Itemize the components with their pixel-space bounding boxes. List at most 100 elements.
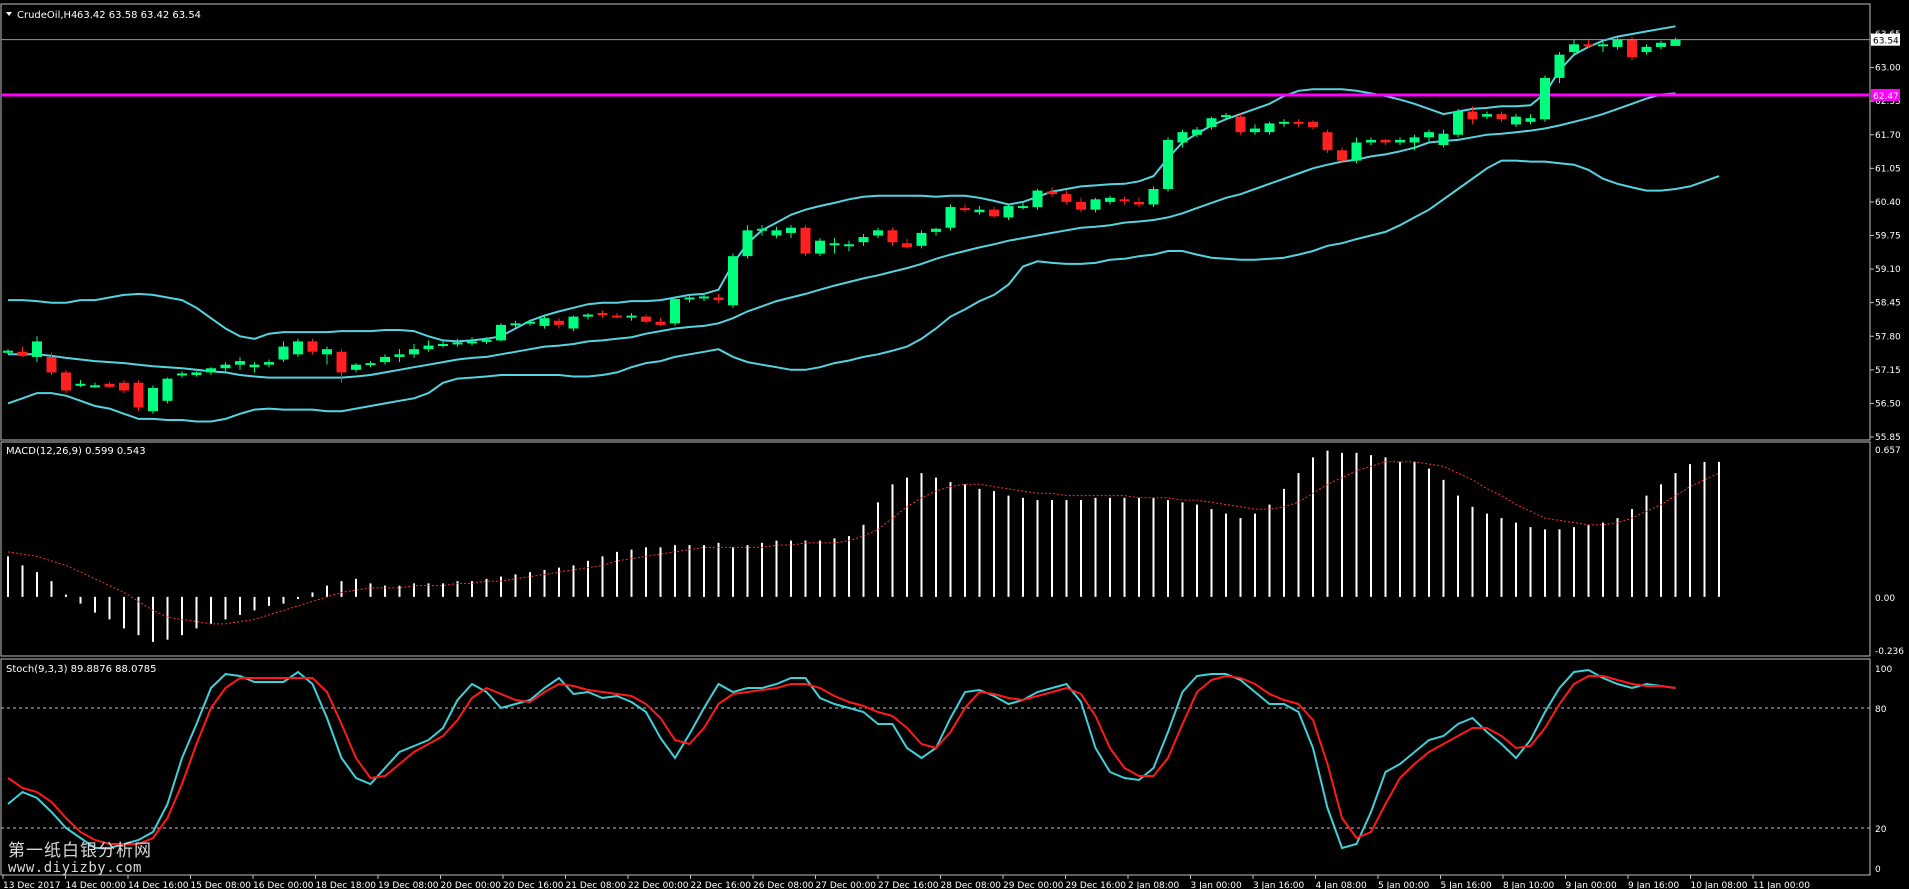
candle bbox=[119, 380, 129, 394]
candle-body bbox=[757, 228, 767, 231]
candle bbox=[539, 315, 550, 329]
candle bbox=[1438, 129, 1449, 148]
time-tick-label: 22 Dec 00:00 bbox=[628, 881, 689, 889]
candle bbox=[1351, 137, 1362, 164]
candle bbox=[612, 313, 622, 319]
time-tick-label: 14 Dec 16:00 bbox=[128, 881, 189, 889]
price-tick-label: 61.70 bbox=[1875, 131, 1901, 141]
candle-body bbox=[496, 324, 506, 341]
candle-body bbox=[510, 323, 521, 326]
candle-body bbox=[1569, 44, 1579, 53]
candle-body bbox=[1612, 39, 1623, 47]
candle-body bbox=[945, 207, 956, 228]
price-tick-label: 60.40 bbox=[1875, 198, 1901, 208]
candle bbox=[844, 240, 854, 251]
band-upper-line bbox=[8, 25, 1676, 343]
price-tick-label: 59.10 bbox=[1875, 265, 1901, 275]
candle-body bbox=[481, 339, 492, 342]
time-axis: 13 Dec 2017 14 Dec 00:00 14 Dec 16:00 15 De… bbox=[2, 875, 1810, 889]
candle bbox=[800, 225, 811, 257]
candle-body bbox=[133, 382, 144, 408]
candle-body bbox=[1554, 54, 1565, 78]
candle bbox=[1076, 197, 1086, 213]
candle-body bbox=[1641, 46, 1652, 53]
candle bbox=[162, 377, 173, 404]
candle bbox=[1134, 197, 1144, 208]
time-tick-label: 15 Dec 08:00 bbox=[191, 881, 252, 889]
candle bbox=[1380, 138, 1391, 146]
time-tick-label: 22 Dec 16:00 bbox=[691, 881, 752, 889]
candle-body bbox=[162, 378, 173, 401]
candle-body bbox=[612, 315, 622, 318]
candle-body bbox=[1337, 150, 1347, 161]
candle bbox=[1047, 187, 1057, 197]
candle bbox=[423, 340, 434, 352]
candle-body bbox=[394, 354, 405, 357]
candle bbox=[1395, 137, 1405, 146]
candle bbox=[670, 297, 680, 326]
candle-body bbox=[206, 368, 216, 373]
candle bbox=[481, 337, 492, 344]
price-tick-label: 57.15 bbox=[1875, 366, 1901, 376]
candle-body bbox=[1076, 201, 1086, 210]
candle-body bbox=[829, 243, 840, 246]
candle bbox=[1003, 204, 1014, 220]
candle bbox=[1612, 35, 1623, 50]
time-tick-label: 28 Dec 08:00 bbox=[941, 881, 1002, 889]
candle bbox=[641, 314, 651, 324]
candle bbox=[177, 371, 187, 378]
dropdown-arrow-icon[interactable] bbox=[6, 12, 12, 16]
candle-body bbox=[728, 256, 738, 306]
candle-body bbox=[1105, 197, 1115, 202]
candle-body bbox=[858, 237, 869, 243]
stoch-axis: 100 80 20 0 bbox=[1, 665, 1892, 875]
candle bbox=[322, 346, 332, 365]
candle-body bbox=[1235, 116, 1246, 133]
price-tick-label: 57.80 bbox=[1875, 332, 1901, 342]
candle bbox=[1148, 186, 1159, 208]
candle-body bbox=[119, 382, 129, 391]
candle-body bbox=[1047, 191, 1057, 195]
candle bbox=[858, 233, 869, 246]
candle bbox=[467, 337, 477, 346]
candle-body bbox=[17, 351, 28, 356]
candle-body bbox=[974, 209, 985, 213]
time-tick-label: 3 Jan 16:00 bbox=[1253, 881, 1305, 889]
candle bbox=[510, 320, 521, 329]
candle-body bbox=[278, 346, 289, 360]
hline-price-tag-bg bbox=[1871, 88, 1900, 101]
time-tick-label: 19 Dec 08:00 bbox=[378, 881, 439, 889]
price-pane-frame bbox=[0, 3, 1871, 441]
candle-body bbox=[641, 316, 651, 322]
macd-pane-frame bbox=[0, 441, 1871, 657]
time-tick-label: 5 Jan 00:00 bbox=[1378, 881, 1430, 889]
candle-body bbox=[104, 383, 115, 387]
candle bbox=[293, 338, 303, 357]
candle bbox=[17, 346, 28, 357]
candle bbox=[32, 336, 42, 363]
candle-body bbox=[336, 351, 347, 373]
candle bbox=[525, 319, 535, 326]
candle bbox=[1018, 202, 1028, 210]
candle-body bbox=[902, 243, 912, 248]
candle-body bbox=[1177, 132, 1188, 143]
candle-body bbox=[916, 232, 927, 246]
candle-body bbox=[1453, 111, 1463, 135]
candle-body bbox=[655, 321, 666, 325]
candle-body bbox=[235, 361, 245, 365]
stoch-tick-label: 100 bbox=[1875, 665, 1892, 675]
time-tick-label: 8 Jan 10:00 bbox=[1503, 881, 1555, 889]
stoch-tick-label: 0 bbox=[1875, 865, 1881, 875]
candle bbox=[264, 359, 274, 368]
macd-label: MACD(12,26,9) 0.599 0.543 bbox=[6, 446, 146, 457]
candle-body bbox=[626, 315, 637, 318]
candle-body bbox=[670, 299, 680, 324]
time-tick-label: 11 Jan 00:00 bbox=[1753, 881, 1810, 889]
candle-body bbox=[815, 240, 825, 254]
candle bbox=[757, 225, 767, 236]
candle-body bbox=[191, 372, 202, 375]
candle bbox=[1221, 113, 1231, 121]
candle-body bbox=[1221, 115, 1231, 118]
candle bbox=[786, 225, 796, 239]
